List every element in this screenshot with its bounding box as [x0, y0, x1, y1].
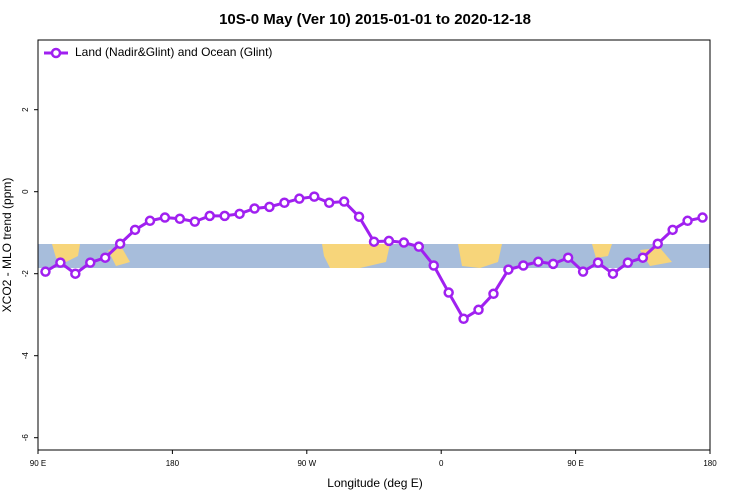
point: [518, 260, 529, 271]
point: [562, 252, 574, 263]
x-axis-label: Longitude (deg E): [327, 476, 422, 490]
point: [114, 238, 126, 250]
point: [249, 203, 260, 214]
point: [323, 197, 335, 209]
plot-frame: [37, 39, 711, 451]
point: [174, 213, 186, 225]
point: [488, 288, 499, 300]
point: [533, 256, 544, 268]
y-axis-label: XCO2 - MLO trend (ppm): [0, 178, 14, 313]
point: [55, 257, 66, 268]
point: [547, 258, 559, 270]
y-tick-label: -4: [21, 352, 30, 360]
point: [85, 257, 96, 268]
point: [473, 304, 484, 316]
point: [592, 257, 604, 268]
x-tick-label: 90 E: [30, 459, 46, 468]
point: [279, 197, 290, 209]
point: [189, 216, 201, 227]
point: [144, 215, 156, 227]
point: [652, 238, 663, 250]
point: [607, 268, 619, 279]
point: [40, 266, 51, 277]
point: [458, 313, 469, 325]
point: [309, 191, 320, 202]
x-tick-label: 0: [439, 459, 444, 468]
point: [338, 196, 350, 207]
x-tick-label: 180: [703, 459, 717, 468]
point: [219, 210, 230, 222]
x-tick-label: 90 E: [567, 459, 583, 468]
point: [99, 252, 111, 263]
legend-label: Land (Nadir&Glint) and Ocean (Glint): [75, 45, 272, 59]
map-band: [38, 244, 710, 268]
point: [159, 212, 171, 223]
point: [413, 241, 425, 252]
point: [503, 264, 514, 275]
point: [129, 224, 141, 236]
point: [234, 208, 245, 220]
y-tick-label: -6: [21, 434, 30, 442]
point: [204, 210, 215, 222]
point: [577, 266, 589, 277]
point: [264, 201, 275, 213]
point: [383, 235, 395, 247]
chart-title: 10S-0 May (Ver 10) 2015-01-01 to 2020-12…: [219, 11, 531, 28]
point: [398, 237, 410, 248]
legend-marker: [50, 47, 62, 59]
point: [697, 212, 708, 223]
point: [667, 224, 678, 236]
point: [428, 260, 439, 271]
point: [637, 252, 649, 263]
point: [682, 215, 693, 227]
point: [70, 268, 81, 279]
y-tick-label: 2: [21, 107, 30, 112]
point: [622, 257, 634, 268]
point: [368, 236, 380, 247]
x-tick-label: 180: [166, 459, 180, 468]
x-tick-label: 90 W: [297, 459, 316, 468]
point: [443, 287, 454, 298]
point: [353, 211, 365, 222]
y-tick-label: -2: [21, 270, 30, 278]
y-tick-label: 0: [21, 189, 30, 194]
point: [294, 193, 305, 204]
